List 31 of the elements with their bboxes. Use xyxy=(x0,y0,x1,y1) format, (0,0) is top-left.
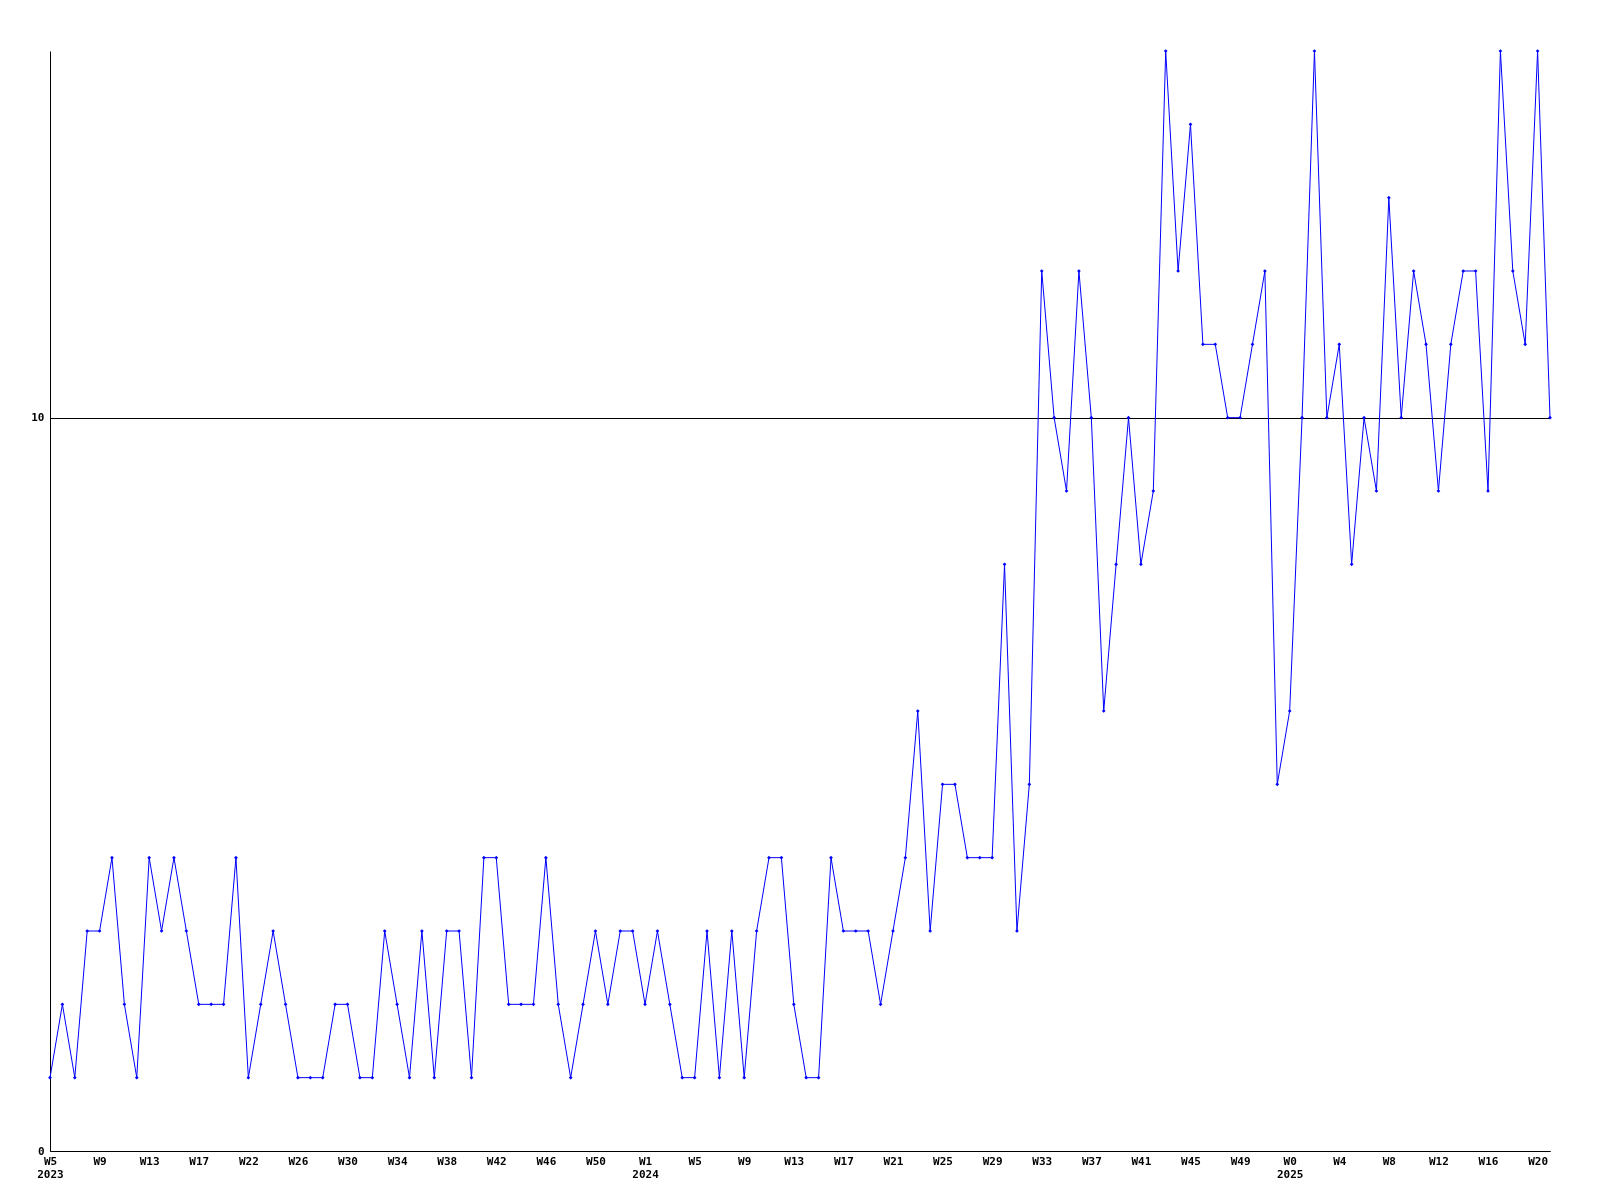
x-tick-label: W34 xyxy=(387,1154,408,1168)
x-tick-label: W37 xyxy=(1081,1154,1102,1168)
x-tick-label: W33 xyxy=(1032,1154,1053,1168)
x-tick-label: W45 xyxy=(1181,1154,1201,1168)
x-tick-label: W50 xyxy=(586,1154,606,1168)
x-tick-label: W9 xyxy=(738,1154,752,1168)
x-tick-label: W17 xyxy=(189,1154,210,1168)
x-tick-label: W16 xyxy=(1478,1154,1499,1168)
x-tick-label: W21 xyxy=(883,1154,904,1168)
x-tick-label: W46 xyxy=(536,1154,557,1168)
x-tick-label: W13 xyxy=(139,1154,160,1168)
x-tick-label: W49 xyxy=(1230,1154,1251,1168)
x-tick-label: W20 xyxy=(1528,1154,1549,1168)
y-tick-label: 10 xyxy=(31,411,45,425)
x-tick-label: W5 xyxy=(688,1154,702,1168)
x-tick-label: W25 xyxy=(933,1154,953,1168)
x-tick-label: W38 xyxy=(437,1154,458,1168)
x-tick-label: W8 xyxy=(1382,1154,1396,1168)
x-tick-label: W12 xyxy=(1428,1154,1449,1168)
x-tick-label: W1 2024 xyxy=(632,1154,660,1181)
x-tick-label: W26 xyxy=(288,1154,309,1168)
x-tick-label: W22 xyxy=(238,1154,259,1168)
x-tick-label: W4 xyxy=(1333,1154,1347,1168)
x-tick-label: W0 2025 xyxy=(1276,1154,1304,1181)
x-tick-label: W9 xyxy=(93,1154,107,1168)
x-tick-label: W17 xyxy=(833,1154,854,1168)
x-tick-label: W13 xyxy=(784,1154,805,1168)
x-tick-label: W41 xyxy=(1131,1154,1152,1168)
x-tick-label: W29 xyxy=(982,1154,1003,1168)
x-tick-label: W30 xyxy=(338,1154,358,1168)
x-tick-label: W42 xyxy=(486,1154,507,1168)
